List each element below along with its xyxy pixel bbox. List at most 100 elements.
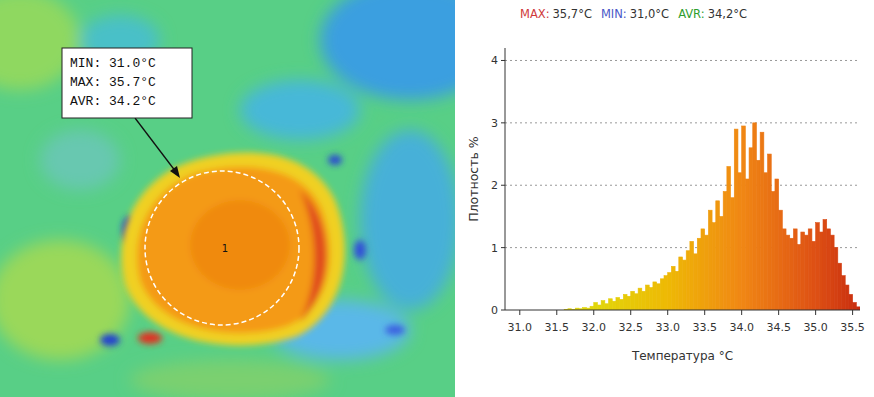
histogram-bar [609, 299, 613, 310]
histogram-bar [657, 284, 661, 310]
stats-line: MAX: 35.7°C [70, 75, 156, 90]
histogram-bar [738, 173, 742, 310]
histogram-bar [646, 285, 650, 310]
histogram-bar [760, 132, 764, 310]
histogram-bar [679, 257, 683, 310]
histogram-bar [753, 123, 757, 310]
x-tick [556, 310, 557, 315]
histogram-bar [660, 279, 664, 310]
stats-line: MIN: 31.0°C [70, 56, 156, 71]
x-tick-label: 35.0 [803, 321, 828, 334]
histogram-bar [756, 160, 760, 310]
histogram-bar [623, 294, 627, 310]
histogram-bar [808, 229, 812, 310]
thermal-blob [360, 130, 455, 310]
histogram-bar [793, 229, 797, 310]
histogram-bar [764, 173, 768, 310]
header-value: 34,2°C [708, 7, 747, 21]
y-tick-label: 4 [491, 54, 498, 67]
thermal-cold-spot [385, 325, 405, 335]
histogram-bar [620, 299, 624, 310]
histogram-bar [683, 260, 687, 310]
x-tick-label: 34.5 [766, 321, 791, 334]
header-value: 31,0°C [630, 7, 669, 21]
x-tick-label: 33.0 [655, 321, 680, 334]
histogram-bar [634, 294, 638, 310]
x-tick-label: 31.5 [545, 321, 570, 334]
histogram-bar [712, 223, 716, 310]
histogram-bar [771, 191, 775, 310]
histogram-bar [797, 245, 801, 311]
grid-line [505, 60, 860, 61]
histogram-bar [694, 254, 698, 310]
histogram-bar [849, 294, 853, 310]
y-tick-label: 3 [491, 117, 498, 130]
histogram-bar [716, 201, 720, 310]
histogram-bar [845, 285, 849, 310]
histogram-bar [830, 235, 834, 310]
thermal-warm-ring [121, 153, 345, 346]
x-tick [815, 310, 816, 315]
histogram-bar [638, 288, 642, 310]
y-tick [501, 310, 505, 311]
x-tick [741, 310, 742, 315]
thermal-blob [320, 0, 455, 100]
histogram-bar [601, 301, 605, 310]
histogram-bar [616, 298, 620, 310]
measure-marker: 1 [222, 243, 228, 254]
histogram-bar [786, 235, 790, 310]
x-tick [519, 310, 520, 315]
histogram-bar [690, 241, 694, 310]
histogram-bar [749, 148, 753, 310]
measure-circle [145, 171, 299, 325]
histogram-bar [664, 276, 668, 310]
y-tick [501, 185, 505, 186]
bars [564, 123, 860, 310]
axes: 0123431.031.532.032.533.033.534.034.535.… [491, 48, 865, 334]
x-tick [852, 310, 853, 315]
x-tick-label: 31.0 [508, 321, 533, 334]
thermal-hot-edge [138, 332, 162, 344]
x-axis-line [505, 310, 860, 311]
histogram-bar [775, 179, 779, 310]
histogram-bar [590, 306, 594, 310]
thermal-blobs [0, 0, 455, 397]
histogram-bar [838, 263, 842, 310]
histogram-bar [834, 248, 838, 310]
y-tick [501, 60, 505, 61]
histogram-bar [697, 238, 701, 310]
histogram-bar [612, 301, 616, 310]
x-tick [593, 310, 594, 315]
x-tick [667, 310, 668, 315]
histogram-bar [675, 271, 679, 310]
thermal-hot-zone [137, 167, 330, 333]
x-tick [778, 310, 779, 315]
y-tick [501, 247, 505, 248]
x-axis-title: Температура °C [631, 349, 733, 363]
y-tick-label: 1 [491, 242, 498, 255]
histogram-bar [816, 223, 820, 310]
histogram-bar [768, 154, 772, 310]
grid [505, 60, 860, 247]
pointer-line [135, 118, 176, 172]
histogram-bar [597, 305, 601, 310]
histogram-bar [842, 276, 846, 310]
grid-line [505, 122, 860, 123]
thermal-blob [240, 80, 360, 140]
y-tick-label: 2 [491, 179, 498, 192]
thermal-hot-edge [300, 190, 326, 322]
histogram-bar [790, 238, 794, 310]
histogram-bar [853, 303, 857, 310]
x-tick-label: 33.5 [692, 321, 717, 334]
histogram-bar [723, 191, 727, 310]
histogram-bar [782, 229, 786, 310]
page: 1MIN: 31.0°CMAX: 35.7°CAVR: 34.2°CMAX:35… [0, 0, 874, 397]
histogram-bar [671, 266, 675, 310]
stats-line: AVR: 34.2°C [70, 94, 156, 109]
header-value: 35,7°C [553, 7, 592, 21]
histogram-bar [605, 304, 609, 310]
x-tick [630, 310, 631, 315]
histogram-bar [779, 210, 783, 310]
histogram-bar [727, 167, 731, 310]
header-label: MIN: [601, 7, 627, 21]
